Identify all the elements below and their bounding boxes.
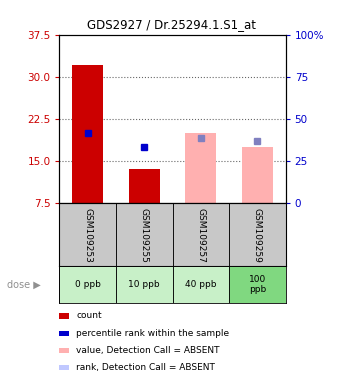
Bar bbox=[116, 266, 173, 303]
Text: rank, Detection Call = ABSENT: rank, Detection Call = ABSENT bbox=[76, 363, 215, 372]
Text: 10 ppb: 10 ppb bbox=[129, 280, 160, 289]
Bar bbox=[185, 133, 216, 203]
Text: 100
ppb: 100 ppb bbox=[249, 275, 266, 294]
Bar bbox=[59, 331, 69, 336]
Text: 40 ppb: 40 ppb bbox=[185, 280, 217, 289]
Text: GSM109257: GSM109257 bbox=[196, 208, 205, 263]
Text: count: count bbox=[76, 311, 102, 321]
Bar bbox=[173, 266, 229, 303]
Text: GSM109253: GSM109253 bbox=[83, 208, 92, 263]
Bar bbox=[59, 365, 69, 370]
Bar bbox=[59, 348, 69, 353]
Bar bbox=[59, 313, 69, 319]
Bar bbox=[129, 169, 160, 203]
Bar bbox=[59, 266, 116, 303]
Text: percentile rank within the sample: percentile rank within the sample bbox=[76, 329, 230, 338]
Text: GDS2927 / Dr.25294.1.S1_at: GDS2927 / Dr.25294.1.S1_at bbox=[87, 18, 256, 31]
Text: 0 ppb: 0 ppb bbox=[75, 280, 101, 289]
Bar bbox=[242, 147, 273, 203]
Bar bbox=[229, 203, 286, 266]
Text: GSM109259: GSM109259 bbox=[253, 208, 262, 263]
Bar bbox=[229, 266, 286, 303]
Text: value, Detection Call = ABSENT: value, Detection Call = ABSENT bbox=[76, 346, 220, 355]
Bar bbox=[72, 65, 103, 203]
Text: dose ▶: dose ▶ bbox=[7, 279, 40, 289]
Bar bbox=[59, 203, 116, 266]
Bar bbox=[173, 203, 229, 266]
Bar bbox=[116, 203, 173, 266]
Text: GSM109255: GSM109255 bbox=[140, 208, 149, 263]
